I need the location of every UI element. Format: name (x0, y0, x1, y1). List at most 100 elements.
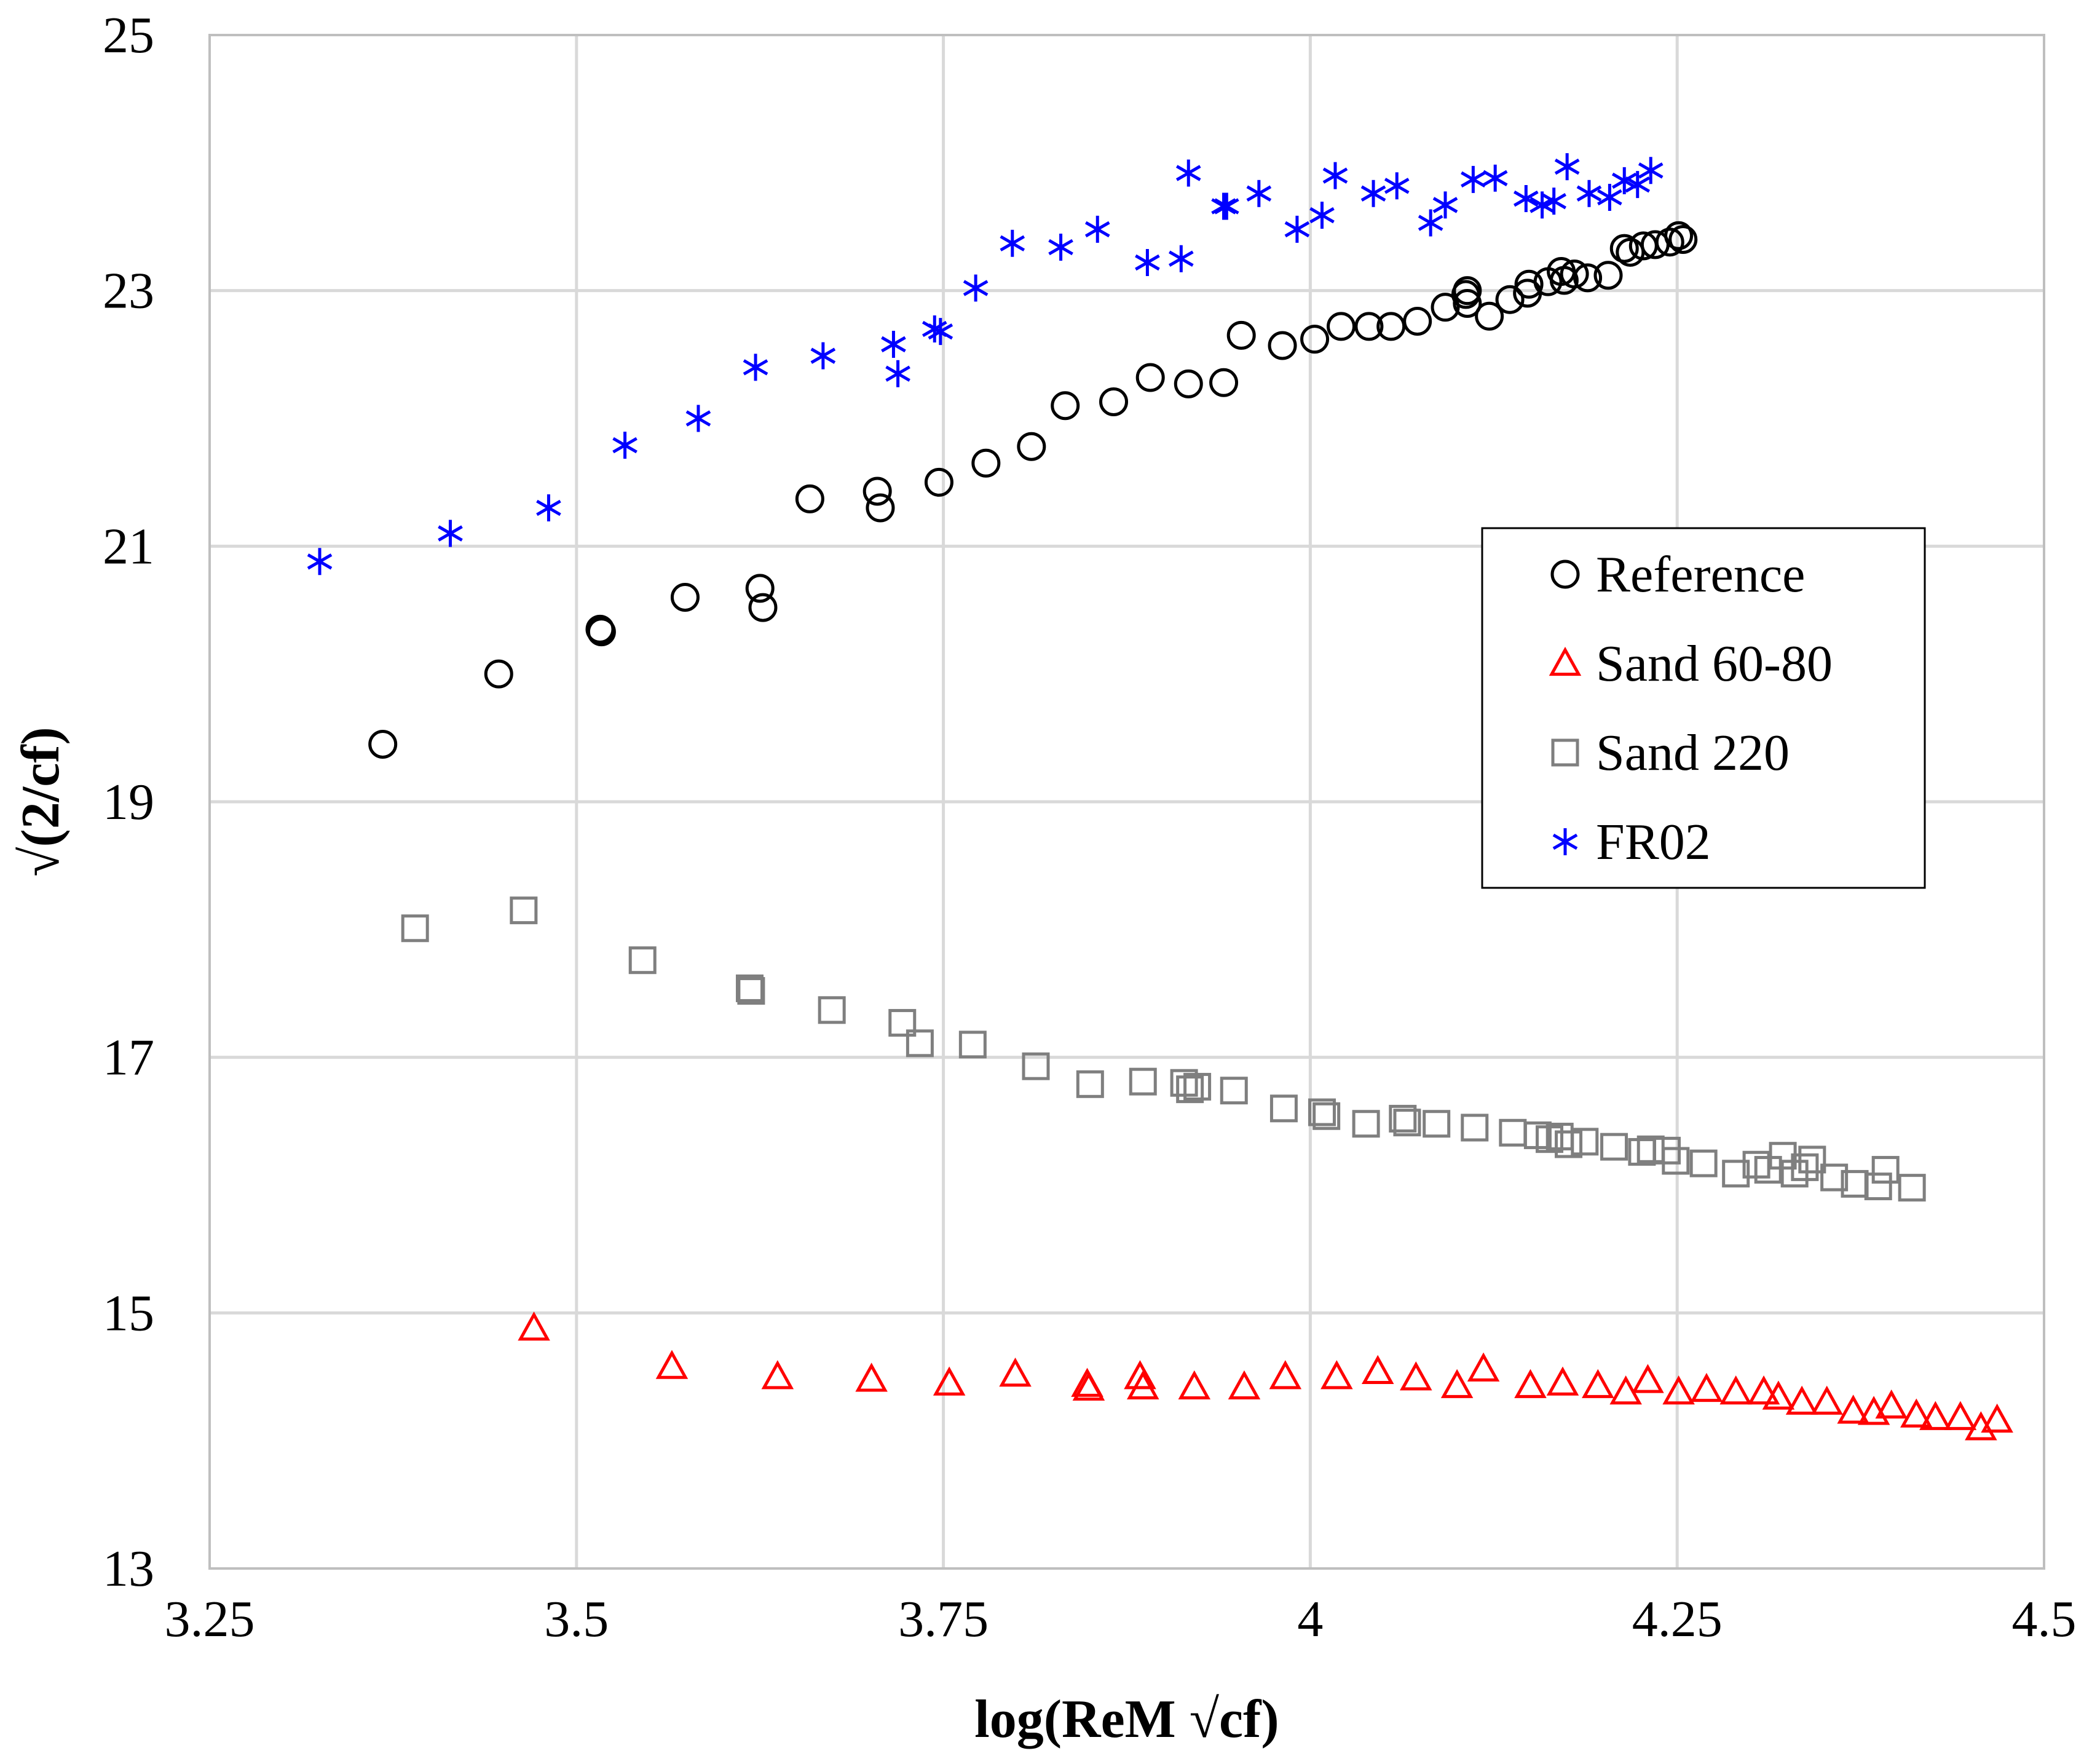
point-reference (1403, 307, 1432, 336)
point-sand-220 (1183, 1072, 1212, 1101)
point-fr02 (1084, 215, 1110, 243)
point-fr02 (1322, 162, 1348, 189)
legend-label-sand-220: Sand 220 (1596, 724, 1790, 781)
point-sand-220 (906, 1029, 934, 1058)
point-reference (1560, 259, 1589, 289)
point-sand-220 (1652, 1136, 1681, 1165)
point-fr02 (885, 360, 910, 387)
x-axis-title: log(ReM √cf) (974, 1690, 1279, 1749)
point-sand-60-80 (933, 1366, 966, 1396)
y-tick-label: 13 (103, 1540, 154, 1597)
point-fr02 (1514, 185, 1539, 213)
point-reference (1431, 293, 1460, 322)
point-reference (862, 477, 892, 506)
point-sand-220 (888, 1009, 917, 1037)
point-sand-220 (401, 914, 429, 943)
point-sand-220 (1898, 1174, 1926, 1202)
point-sand-220 (1461, 1113, 1489, 1142)
point-reference (745, 574, 775, 603)
point-sand-60-80 (1361, 1355, 1394, 1385)
point-reference (586, 617, 616, 647)
point-sand-60-80 (1810, 1385, 1843, 1415)
point-reference (1099, 387, 1129, 416)
x-tick-label: 4.5 (2012, 1591, 2077, 1648)
point-fr02 (1284, 215, 1310, 243)
point-reference (1655, 227, 1684, 257)
point-sand-220 (1499, 1118, 1527, 1147)
point-fr02 (881, 330, 906, 358)
point-sand-220 (818, 996, 846, 1024)
point-sand-60-80 (1632, 1364, 1664, 1393)
point-sand-60-80 (1919, 1401, 1952, 1430)
point-sand-60-80 (1747, 1375, 1780, 1405)
point-reference (1573, 263, 1603, 293)
legend: Reference Sand 60-80 Sand 220 FR02 (1481, 527, 1926, 889)
point-reference (924, 467, 953, 497)
point-sand-220 (1536, 1125, 1564, 1153)
legend-marker-fr02 (1552, 828, 1578, 855)
point-fr02 (928, 318, 953, 346)
point-reference (795, 484, 824, 513)
point-reference (1327, 312, 1356, 341)
y-tick-labels: 13 15 17 19 21 23 25 (103, 7, 154, 1597)
x-tick-label: 3.75 (898, 1591, 989, 1648)
point-sand-60-80 (1662, 1375, 1695, 1405)
point-sand-60-80 (1127, 1370, 1159, 1399)
point-sand-220 (1791, 1153, 1819, 1181)
point-sand-220 (628, 946, 657, 975)
point-fr02 (810, 342, 836, 370)
point-sand-220 (737, 977, 765, 1005)
x-tick-labels: 3.25 3.5 3.75 4 4.25 4.5 (165, 1591, 2077, 1648)
point-sand-60-80 (1981, 1403, 2013, 1433)
point-sand-220 (1308, 1098, 1336, 1126)
y-tick-label: 21 (103, 518, 154, 575)
point-sand-220 (1798, 1145, 1826, 1174)
point-fr02 (1432, 191, 1458, 219)
y-tick-label: 15 (103, 1284, 154, 1342)
point-sand-220 (1722, 1160, 1750, 1188)
point-sand-220 (1754, 1156, 1782, 1184)
point-reference (1174, 369, 1203, 398)
point-sand-220 (1571, 1128, 1599, 1156)
x-tick-label: 4.25 (1632, 1591, 1723, 1648)
point-sand-60-80 (1785, 1385, 1818, 1415)
point-sand-220 (958, 1030, 987, 1059)
point-sand-220 (1662, 1147, 1690, 1175)
data-points (307, 153, 2013, 1441)
legend-marker-reference (1550, 560, 1580, 589)
point-fr02 (1384, 172, 1410, 200)
point-fr02 (963, 274, 989, 302)
point-sand-60-80 (999, 1357, 1032, 1387)
point-sand-60-80 (1178, 1370, 1211, 1399)
point-fr02 (1246, 180, 1272, 207)
legend-marker-sand-60-80 (1549, 646, 1582, 676)
point-sand-220 (1423, 1110, 1451, 1138)
point-sand-60-80 (1400, 1361, 1432, 1391)
point-sand-60-80 (1269, 1360, 1302, 1390)
point-sand-60-80 (1320, 1360, 1353, 1390)
point-fr02 (1169, 245, 1194, 272)
point-reference (1514, 269, 1544, 299)
point-sand-60-80 (1944, 1401, 1977, 1430)
point-sand-60-80 (1467, 1352, 1500, 1382)
y-tick-label: 19 (103, 773, 154, 831)
point-reference (1209, 368, 1239, 397)
legend-marker-sand-220 (1551, 738, 1579, 767)
point-sand-60-80 (655, 1350, 689, 1379)
point-reference (866, 493, 895, 523)
point-reference (971, 448, 1001, 478)
point-reference (670, 582, 700, 612)
x-tick-label: 4 (1297, 1591, 1323, 1648)
point-sand-220 (1820, 1163, 1849, 1192)
point-fr02 (438, 520, 463, 547)
point-reference (1135, 363, 1165, 392)
point-fr02 (1625, 171, 1651, 199)
point-reference (1668, 225, 1698, 255)
point-fr02 (1554, 153, 1580, 181)
point-fr02 (1214, 192, 1239, 220)
point-sand-60-80 (518, 1311, 550, 1341)
point-sand-220 (1352, 1110, 1380, 1138)
point-sand-60-80 (761, 1360, 794, 1390)
point-sand-220 (1129, 1067, 1157, 1096)
